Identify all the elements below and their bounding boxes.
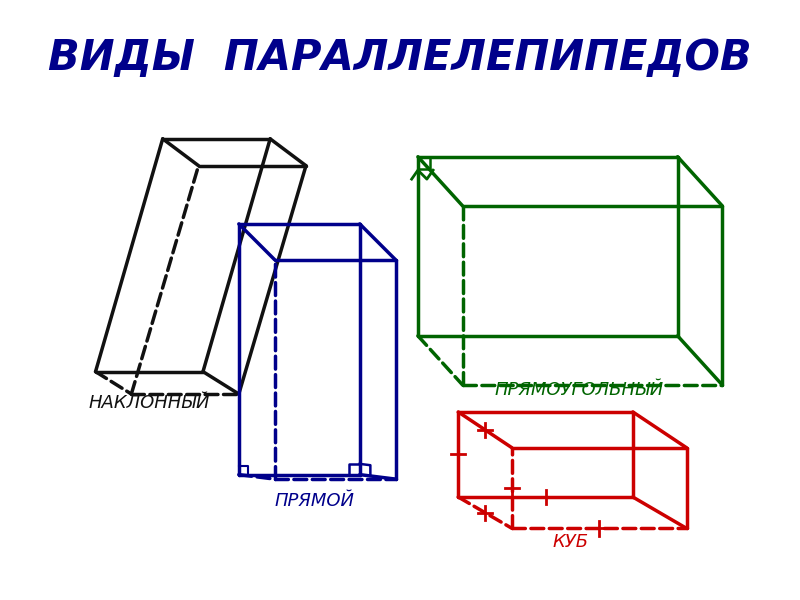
Text: ПРЯМОУГОЛЬНЫЙ: ПРЯМОУГОЛЬНЫЙ xyxy=(494,380,664,398)
Text: ВИДЫ  ПАРАЛЛЕЛЕПИПЕДОВ: ВИДЫ ПАРАЛЛЕЛЕПИПЕДОВ xyxy=(48,37,752,79)
Text: НАКЛОННЫЙ: НАКЛОННЫЙ xyxy=(89,394,210,412)
Text: КУБ: КУБ xyxy=(552,533,588,551)
Text: ПРЯМОЙ: ПРЯМОЙ xyxy=(275,493,355,511)
